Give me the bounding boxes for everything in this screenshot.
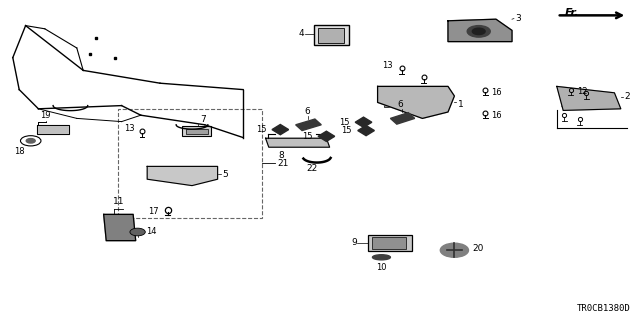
Bar [384, 93, 422, 107]
Polygon shape [37, 125, 69, 134]
Text: 5: 5 [223, 170, 228, 179]
Text: 1: 1 [458, 100, 463, 108]
Text: 6: 6 [397, 100, 403, 109]
Bar [318, 28, 344, 43]
Bar [372, 237, 406, 249]
Text: TR0CB1380D: TR0CB1380D [577, 304, 630, 313]
Text: 10: 10 [376, 263, 387, 272]
Text: 12: 12 [577, 87, 588, 96]
Text: 16: 16 [492, 111, 502, 120]
Circle shape [440, 243, 468, 257]
Text: 20: 20 [472, 244, 484, 253]
Polygon shape [266, 138, 330, 147]
Circle shape [26, 139, 35, 143]
Bar [182, 126, 211, 136]
Circle shape [467, 26, 490, 37]
Text: 11: 11 [113, 197, 125, 206]
Text: 13: 13 [124, 124, 134, 133]
Bar [109, 218, 118, 222]
Text: 14: 14 [146, 228, 156, 236]
Text: 15: 15 [256, 125, 266, 134]
Circle shape [130, 228, 145, 236]
Text: 17: 17 [148, 207, 159, 216]
Polygon shape [358, 125, 374, 136]
Bar [314, 25, 349, 45]
Text: 6: 6 [305, 107, 310, 116]
Text: 2: 2 [625, 92, 630, 100]
Text: 7: 7 [201, 115, 206, 124]
Text: 15: 15 [339, 118, 349, 127]
Polygon shape [378, 86, 454, 118]
Text: 15: 15 [302, 132, 312, 141]
Polygon shape [557, 86, 621, 110]
Bar [120, 224, 129, 228]
Circle shape [472, 28, 485, 35]
Bar [118, 109, 262, 218]
Polygon shape [147, 166, 218, 186]
Bar [120, 218, 129, 222]
Text: 18: 18 [14, 147, 24, 156]
Text: 9: 9 [351, 238, 357, 247]
Text: 8: 8 [279, 151, 284, 160]
Polygon shape [448, 19, 512, 42]
Text: 16: 16 [492, 88, 502, 97]
Text: 15: 15 [342, 126, 352, 135]
Polygon shape [272, 124, 289, 135]
Text: 13: 13 [382, 61, 393, 70]
Text: 4: 4 [299, 29, 305, 38]
Ellipse shape [372, 255, 390, 260]
Text: 3: 3 [515, 14, 521, 23]
Text: Fr.: Fr. [565, 8, 580, 18]
Polygon shape [296, 119, 321, 131]
Bar [150, 169, 186, 178]
Bar [561, 92, 593, 106]
Polygon shape [390, 113, 415, 124]
Polygon shape [104, 214, 136, 241]
Text: 19: 19 [40, 111, 50, 120]
Bar [368, 235, 412, 251]
Text: 21: 21 [278, 159, 289, 168]
Polygon shape [355, 117, 372, 127]
Polygon shape [318, 131, 335, 141]
Bar [186, 129, 208, 134]
Bar [109, 224, 118, 228]
Text: 22: 22 [307, 164, 318, 173]
